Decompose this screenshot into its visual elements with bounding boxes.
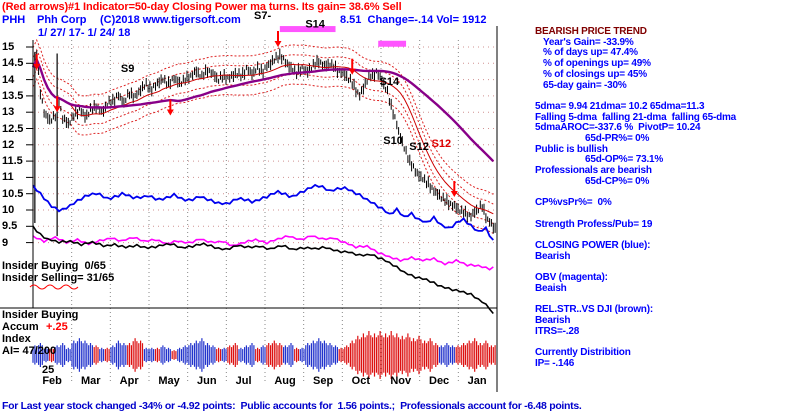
stat-line: % of days up= 47.4% [543, 47, 638, 59]
sell-arrow-icon [33, 63, 41, 70]
chart-annotation: Accum [2, 321, 39, 333]
sell-arrow-icon [348, 68, 356, 75]
y-axis-label: 10.5 [2, 187, 24, 200]
y-axis-label: 13 [2, 106, 15, 119]
month-label: Mar [81, 375, 101, 387]
stat-line: % of openings up= 49% [543, 58, 651, 70]
y-axis-label: 15 [2, 41, 15, 53]
y-axis-label: 10 [2, 204, 15, 216]
chart-signal-label: S12 [432, 138, 452, 150]
obv-line [32, 235, 494, 271]
stat-line: Strength Profess/Pub= 19 [535, 218, 653, 230]
y-axis-label: 13.5 [2, 89, 24, 102]
stat-line: Falling 5-dma falling 21-dma falling 65-… [535, 111, 737, 123]
month-label: May [158, 375, 180, 387]
month-label: Jan [467, 375, 487, 387]
stat-line: % of closings up= 45% [543, 68, 647, 80]
price-envelope-band [32, 48, 494, 205]
chart-annotation: Insider Selling= 31/65 [2, 272, 115, 284]
y-axis-label: 9.5 [2, 220, 18, 233]
chart-annotation: Index [2, 333, 31, 345]
month-label: Apr [119, 375, 139, 387]
stat-line: Bearish [535, 250, 571, 262]
y-axis-label: 11.5 [2, 155, 23, 168]
month-label: Feb [42, 375, 62, 387]
yearly-summary-line: For Last year stock changed -34% or -4.9… [2, 400, 582, 412]
month-label: Dec [429, 375, 450, 387]
y-axis-label: 14.5 [2, 57, 24, 70]
y-axis-label: 9 [2, 236, 9, 249]
y-axis-label: 12.5 [2, 122, 24, 135]
chart-signal-label: S14 [380, 76, 400, 88]
month-label: Aug [274, 375, 296, 387]
y-axis-label: 11 [2, 171, 14, 184]
stat-line: Year's Gain= -33.9% [543, 36, 634, 48]
ma21-line [32, 58, 494, 215]
chart-signal-label: S10 [383, 135, 403, 147]
stat-line: OBV (magenta): [535, 272, 608, 284]
stat-line: CLOSING POWER (blue): [535, 240, 651, 251]
month-label: Jul [235, 375, 252, 387]
stat-line: IP= -.146 [535, 357, 575, 369]
price-envelope-band [32, 68, 494, 225]
month-label: Sep [313, 375, 334, 387]
chart-signal-label: S9 [121, 63, 134, 75]
headline-signal-text: (Red arrows)#1 Indicator=50-day Closing … [2, 1, 402, 13]
chart-annotation: +.25 [46, 321, 68, 333]
stat-line: 5dma= 9.94 21dma= 10.2 65dma=11.3 [535, 100, 705, 112]
first-date-label: 25 [42, 364, 55, 376]
ma65-line [31, 56, 495, 163]
stat-line: BEARISH PRICE TREND [535, 26, 647, 37]
stat-line: 65d-PR%= 0% [585, 133, 650, 144]
month-label: Jun [197, 375, 217, 387]
sell-arrow-icon [450, 190, 458, 197]
date-range: 1/ 27/ 17- 1/ 24/ 18 [38, 27, 131, 39]
s7-signal-label: S7- [254, 10, 272, 22]
month-label: Oct [351, 375, 370, 387]
chart-signal-label: S12 [409, 141, 429, 153]
relative-strength-line [32, 225, 494, 315]
stat-line: Bearish [535, 314, 571, 326]
copyright-site-link: (C)2018 www.tigersoft.com [100, 14, 241, 26]
stat-line: CP%vsPr%= 0% [535, 197, 612, 209]
closing-power-line [32, 183, 494, 241]
ticker-symbol: PHH [2, 14, 26, 26]
sell-arrow-icon [274, 41, 282, 47]
price-envelope-band [32, 38, 494, 195]
stat-line: Beaish [535, 282, 567, 294]
y-axis-label: 12 [2, 138, 15, 151]
month-label: Nov [390, 375, 412, 387]
chart-annotation: Insider Buying [2, 309, 79, 321]
stat-line: 65d-CP%= 0% [585, 175, 650, 187]
y-axis-label: 14 [2, 73, 15, 86]
sell-arrow-icon [166, 109, 174, 116]
company-name: Phh Corp [37, 14, 87, 26]
stat-line: Professionals are bearish [535, 165, 652, 177]
stat-line: 65-day gain= -30% [543, 79, 627, 91]
price-envelope-band [32, 77, 494, 234]
stat-line: 5dmaAROC=-337.6 % PivotP= 10.24 [535, 122, 701, 134]
stat-line: 65d-OP%= 73.1% [585, 154, 664, 166]
chart-annotation: Insider Buying 0/65 [2, 260, 106, 272]
sell-arrow-icon [53, 106, 61, 113]
stat-line: REL.STR..VS DJI (brown): [535, 304, 653, 316]
stat-line: Currently Distribition [535, 347, 631, 358]
stat-line: Public is bullish [535, 143, 608, 155]
quote-change-volume: 8.51 Change=-.14 Vol= 1912 [340, 14, 487, 26]
chart-annotation: AI= 47/200 [2, 345, 57, 357]
stat-line: ITRS=-.28 [535, 325, 580, 337]
chart-signal-label: S14 [305, 19, 325, 31]
